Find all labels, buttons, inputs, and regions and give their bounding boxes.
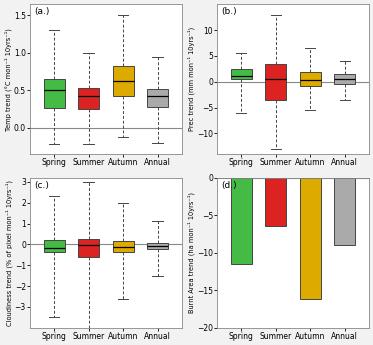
PathPatch shape [300, 72, 320, 86]
Y-axis label: Temp trend (°C mon⁻¹ 10yrs⁻¹): Temp trend (°C mon⁻¹ 10yrs⁻¹) [4, 28, 12, 130]
Y-axis label: Prec trend (mm mon⁻¹ 10yrs⁻¹): Prec trend (mm mon⁻¹ 10yrs⁻¹) [187, 27, 195, 131]
Bar [231, 178, 251, 264]
PathPatch shape [44, 240, 65, 252]
PathPatch shape [265, 63, 286, 100]
PathPatch shape [147, 89, 168, 107]
PathPatch shape [113, 241, 134, 252]
Text: (d.): (d.) [222, 181, 237, 190]
Bar [334, 178, 355, 245]
Y-axis label: Burnt Area trend (ha mon⁻¹ 10yrs⁻¹): Burnt Area trend (ha mon⁻¹ 10yrs⁻¹) [187, 192, 195, 313]
PathPatch shape [231, 69, 251, 79]
PathPatch shape [147, 243, 168, 249]
PathPatch shape [78, 88, 99, 109]
PathPatch shape [44, 79, 65, 108]
PathPatch shape [113, 66, 134, 96]
Text: (a.): (a.) [35, 7, 50, 16]
Text: (b.): (b.) [222, 7, 237, 16]
Bar [300, 178, 320, 299]
Y-axis label: Cloudiness trend (% of pixel mon⁻¹ 10yrs⁻¹): Cloudiness trend (% of pixel mon⁻¹ 10yrs… [5, 180, 13, 326]
Text: (c.): (c.) [35, 181, 50, 190]
Bar [265, 178, 286, 226]
PathPatch shape [334, 74, 355, 84]
PathPatch shape [78, 238, 99, 257]
